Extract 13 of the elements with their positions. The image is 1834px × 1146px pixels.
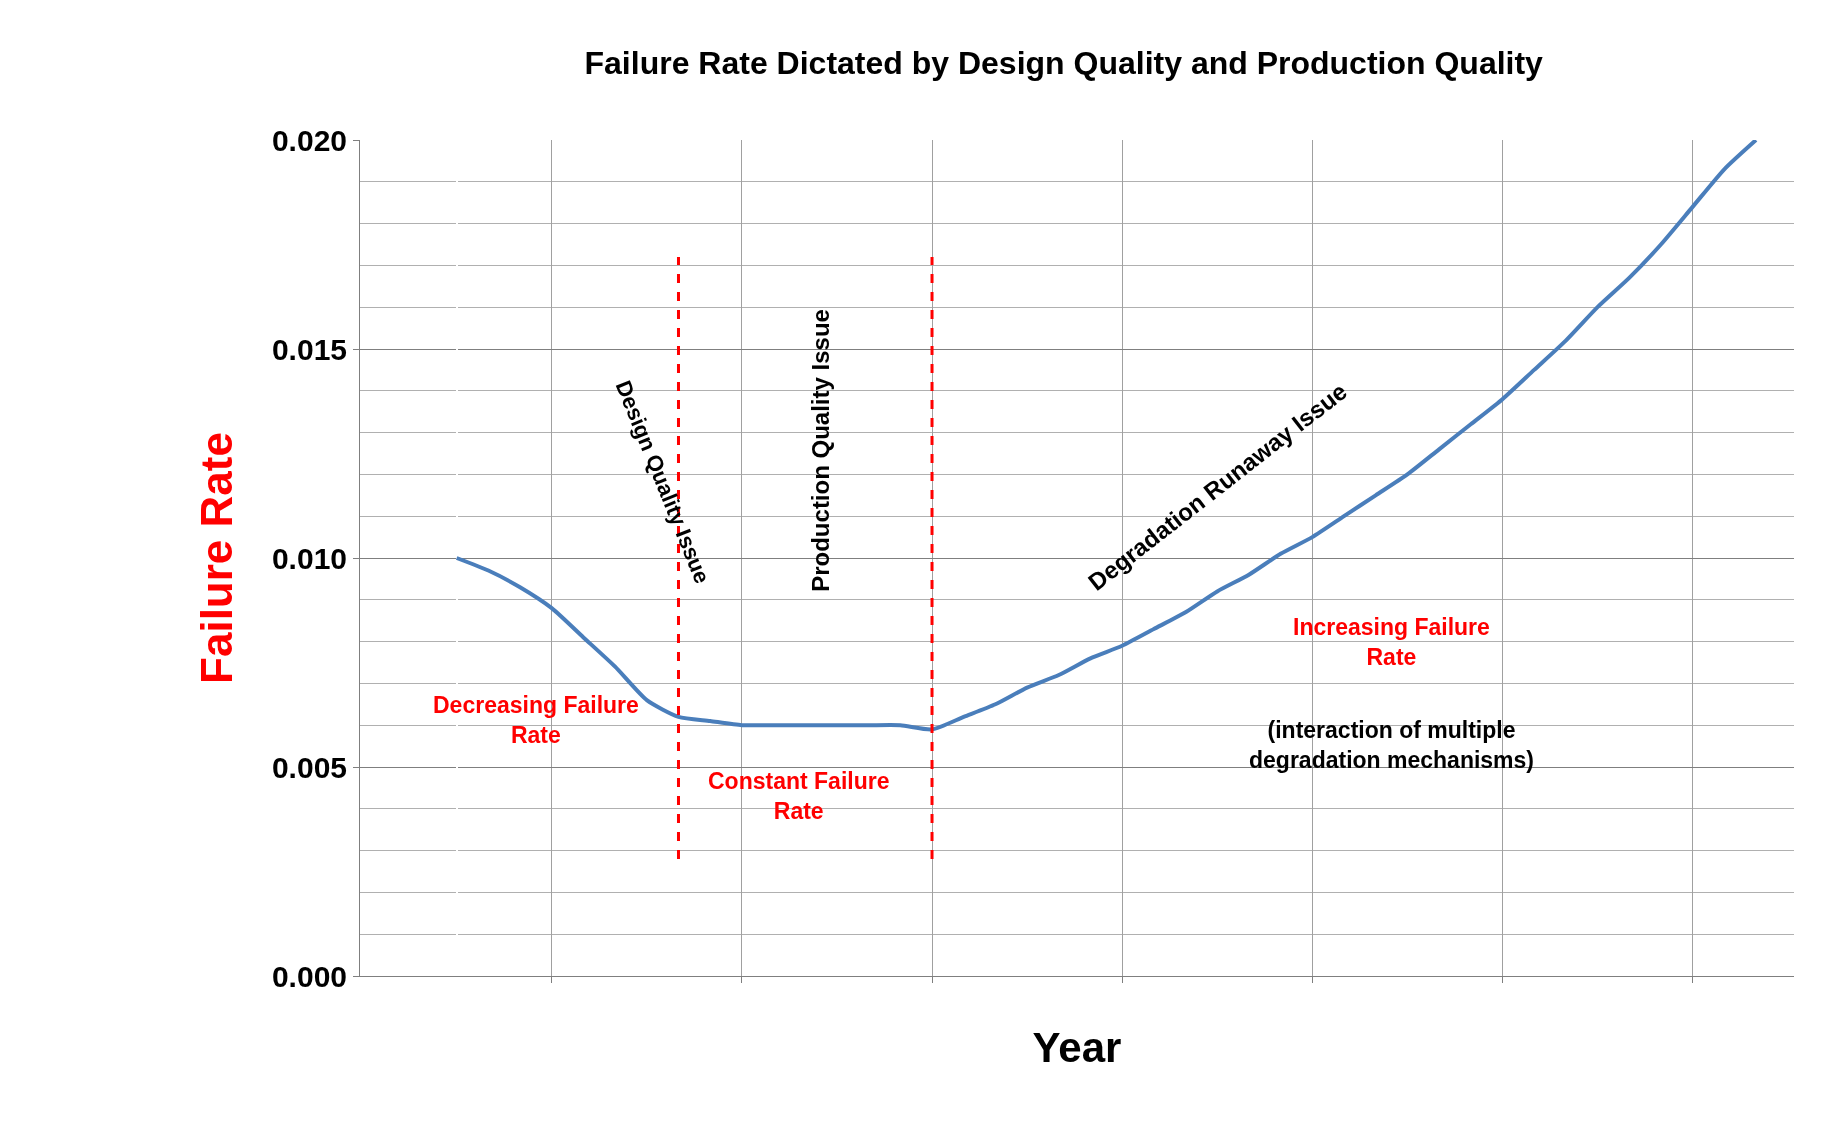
y-tick-label: 0.010 xyxy=(271,541,347,575)
annotation: Constant Failure Rate xyxy=(708,768,890,824)
y-tick-label: 0.015 xyxy=(271,332,347,366)
y-tick-label: 0.005 xyxy=(271,750,347,784)
x-axis-title: Year xyxy=(1032,1023,1122,1071)
chart-title: Failure Rate Dictated by Design Quality and Production Quality xyxy=(584,44,1544,81)
y-tick-label: 0.000 xyxy=(271,959,347,993)
y-axis-title: Failure Rate xyxy=(192,432,242,684)
y-tick-label: 0.020 xyxy=(271,123,347,157)
annotation: Decreasing Failure Rate xyxy=(433,692,639,748)
annotation: Production Quality Issue xyxy=(807,309,835,592)
annotation: Increasing Failure Rate xyxy=(1293,614,1490,670)
annotation: (interaction of multiple degradation mechanisms) xyxy=(1249,717,1535,773)
